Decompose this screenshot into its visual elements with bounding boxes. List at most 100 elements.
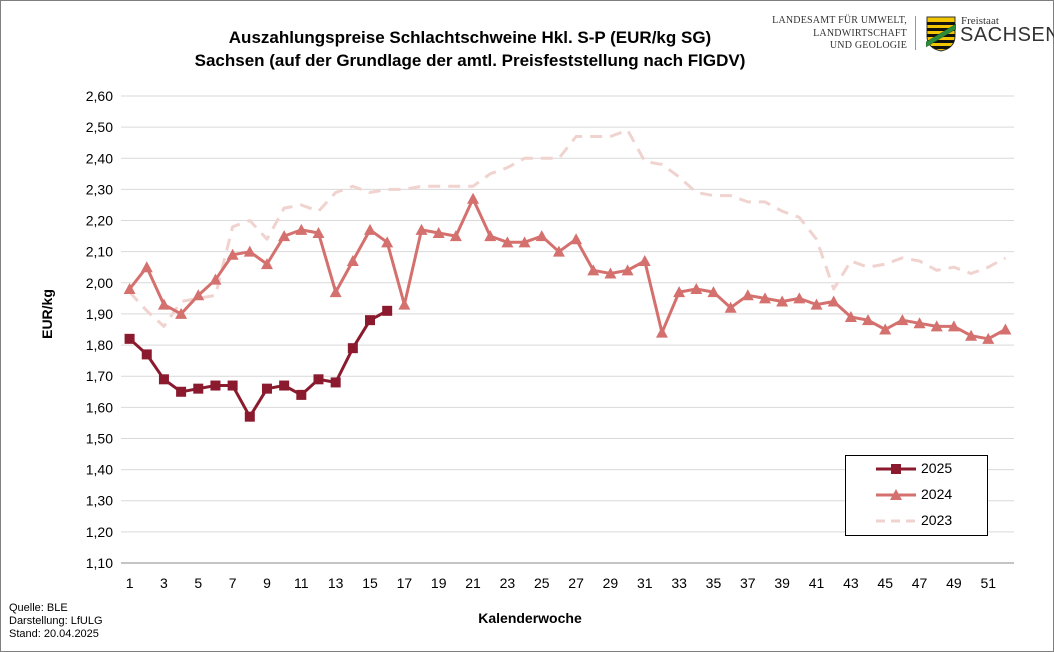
as-of-line: Stand: 20.04.2025 bbox=[9, 628, 99, 640]
data-point-2024 bbox=[381, 236, 394, 248]
y-tick-label: 1,10 bbox=[86, 555, 113, 571]
series-line-2023 bbox=[128, 128, 1007, 328]
data-point-2024 bbox=[587, 264, 600, 276]
y-tick-label: 1,40 bbox=[86, 462, 113, 478]
y-tick-label: 2,10 bbox=[86, 244, 113, 260]
x-tick-label: 37 bbox=[740, 575, 756, 591]
y-tick-label: 1,20 bbox=[86, 524, 113, 540]
y-tick-label: 1,60 bbox=[86, 399, 113, 415]
data-point-2024 bbox=[827, 295, 840, 307]
data-point-2024 bbox=[535, 230, 548, 242]
x-tick-label: 5 bbox=[194, 575, 202, 591]
chart-title: Auszahlungspreise Schlachtschweine Hkl. … bbox=[120, 26, 820, 72]
agency-name-line2: LANDWIRTSCHAFT bbox=[813, 27, 907, 39]
data-point-2024 bbox=[209, 273, 222, 285]
legend: 2025 2024 2023 bbox=[845, 455, 988, 536]
data-point-2024 bbox=[982, 332, 995, 344]
data-point-2024 bbox=[157, 298, 170, 310]
y-tick-label: 1,70 bbox=[86, 368, 113, 384]
data-point-2024 bbox=[295, 223, 308, 235]
source-note: Quelle: BLE Darstellung: LfULG Stand: 20… bbox=[9, 602, 103, 641]
data-point-2024 bbox=[604, 267, 617, 279]
x-tick-label: 45 bbox=[877, 575, 893, 591]
x-tick-label: 43 bbox=[843, 575, 859, 591]
x-tick-label: 51 bbox=[980, 575, 996, 591]
y-axis-ticks: 1,10 1,20 1,30 1,40 1,50 1,60 1,70 1,80 1,90 2,00… bbox=[86, 88, 113, 571]
logo-divider bbox=[915, 16, 916, 50]
legend-item-2023: 2023 bbox=[846, 509, 987, 533]
y-tick-label: 2,30 bbox=[86, 181, 113, 197]
data-point-2024 bbox=[947, 320, 960, 332]
data-point-2025 bbox=[382, 305, 393, 316]
data-point-2024 bbox=[346, 255, 359, 267]
legend-item-2025: 2025 bbox=[846, 457, 987, 481]
data-point-2025 bbox=[176, 386, 187, 397]
data-point-2024 bbox=[741, 289, 754, 301]
data-point-2024 bbox=[793, 292, 806, 304]
data-point-2024 bbox=[260, 258, 273, 270]
data-point-2024 bbox=[862, 314, 875, 326]
y-tick-label: 1,30 bbox=[86, 493, 113, 509]
data-point-2024 bbox=[243, 245, 256, 257]
x-tick-label: 35 bbox=[706, 575, 722, 591]
data-point-2025 bbox=[261, 383, 272, 394]
x-axis-ticks: 1 3 5 7 9 11 13 15 17 19 21 23 25 27 29 31 33 35 37 39 41 43 4… bbox=[126, 575, 997, 591]
data-point-2024 bbox=[518, 236, 531, 248]
x-tick-label: 27 bbox=[568, 575, 584, 591]
data-point-2024 bbox=[398, 298, 411, 310]
legend-label-2023: 2023 bbox=[921, 512, 953, 528]
drawn-by-line: Darstellung: LfULG bbox=[9, 615, 103, 627]
x-tick-label: 49 bbox=[946, 575, 962, 591]
data-point-2024 bbox=[810, 298, 823, 310]
data-point-2024 bbox=[570, 233, 583, 245]
data-point-2025 bbox=[210, 380, 221, 391]
state-label-small: Freistaat bbox=[961, 15, 999, 27]
x-tick-label: 29 bbox=[603, 575, 619, 591]
legend-swatch-2023 bbox=[876, 519, 916, 523]
data-point-2024 bbox=[192, 289, 205, 301]
y-axis-title: EUR/kg bbox=[39, 289, 55, 339]
y-tick-label: 2,00 bbox=[86, 275, 113, 291]
x-tick-label: 25 bbox=[534, 575, 550, 591]
data-point-2024 bbox=[123, 283, 136, 295]
data-point-2024 bbox=[175, 307, 188, 319]
data-point-2025 bbox=[244, 411, 255, 422]
y-tick-label: 1,80 bbox=[86, 337, 113, 353]
legend-swatch-2025 bbox=[876, 464, 916, 474]
source-line: Quelle: BLE bbox=[9, 602, 68, 614]
x-tick-label: 39 bbox=[774, 575, 790, 591]
x-tick-label: 7 bbox=[229, 575, 237, 591]
x-tick-label: 1 bbox=[126, 575, 134, 591]
agency-name-line3: UND GEOLOGIE bbox=[829, 40, 907, 51]
data-point-2024 bbox=[965, 329, 978, 341]
data-point-2025 bbox=[313, 374, 324, 385]
x-tick-label: 21 bbox=[465, 575, 481, 591]
x-tick-label: 11 bbox=[294, 575, 309, 591]
state-label-big: SACHSEN bbox=[960, 24, 1054, 46]
y-tick-label: 2,50 bbox=[86, 119, 113, 135]
data-point-2024 bbox=[673, 286, 686, 298]
agency-name-line1: LANDESAMT FÜR UMWELT, bbox=[772, 15, 907, 26]
x-tick-label: 31 bbox=[637, 575, 653, 591]
chart-title-line2: Sachsen (auf der Grundlage der amtl. Pre… bbox=[194, 51, 746, 70]
x-tick-label: 9 bbox=[263, 575, 271, 591]
data-point-2024 bbox=[552, 245, 565, 257]
y-tick-label: 1,50 bbox=[86, 430, 113, 446]
saxony-crest-icon bbox=[926, 16, 956, 52]
data-point-2024 bbox=[467, 192, 480, 204]
data-point-2025 bbox=[124, 333, 135, 344]
legend-label-2024: 2024 bbox=[921, 486, 953, 502]
data-point-2025 bbox=[347, 343, 358, 354]
y-tick-label: 1,90 bbox=[86, 306, 113, 322]
agency-logo-text: LANDESAMT FÜR UMWELT, LANDWIRTSCHAFT UND… bbox=[760, 15, 907, 53]
data-point-2024 bbox=[879, 323, 892, 335]
y-tick-label: 2,60 bbox=[86, 88, 113, 104]
data-point-2025 bbox=[330, 377, 341, 388]
data-point-2025 bbox=[365, 315, 376, 326]
data-point-2025 bbox=[158, 374, 169, 385]
data-point-2024 bbox=[501, 236, 514, 248]
data-point-2024 bbox=[638, 255, 651, 267]
x-tick-label: 3 bbox=[160, 575, 168, 591]
legend-item-2024: 2024 bbox=[846, 483, 987, 507]
